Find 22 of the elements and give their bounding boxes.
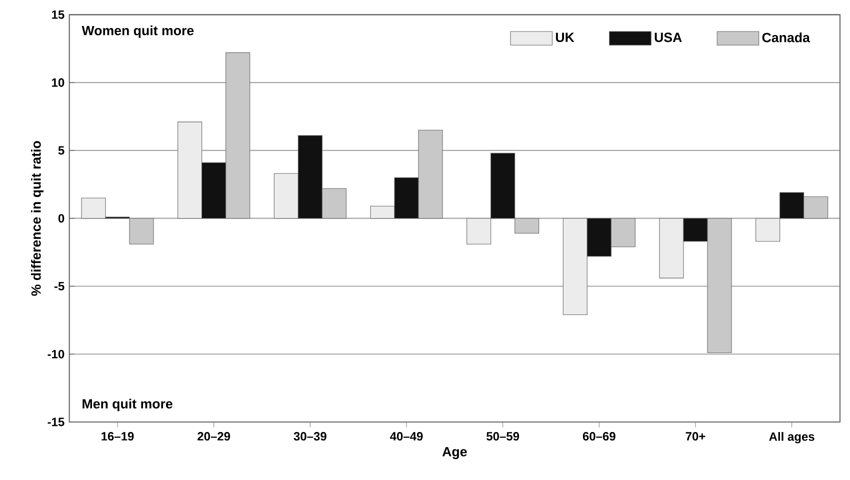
x-tick-label: 60–69 (582, 432, 616, 441)
x-tick-label: 70+ (686, 432, 706, 441)
y-tick-label: 0 (58, 214, 64, 223)
y-tick-label: -10 (48, 350, 64, 358)
x-tick-label: All ages (769, 432, 814, 444)
legend-label: Canada (762, 32, 810, 42)
y-axis-title: % difference in quit ratio (31, 141, 44, 296)
y-tick-label: -15 (48, 418, 64, 426)
x-tick-label: 16–19 (102, 432, 134, 441)
x-tick-label: 50–59 (486, 432, 520, 441)
y-tick-label: 10 (52, 78, 64, 87)
y-tick-label: 5 (58, 146, 64, 155)
x-axis-title: Age (442, 447, 467, 460)
y-tick-label: -5 (54, 282, 64, 290)
x-tick-label: 20–29 (198, 432, 230, 441)
x-tick-label: 40–49 (390, 432, 423, 441)
legend-label: UK (556, 32, 574, 42)
y-tick-label: 15 (52, 10, 64, 19)
x-tick-label: 30–39 (294, 432, 326, 441)
legend-label: USA (654, 32, 682, 42)
annotation: Women quit more (82, 25, 194, 38)
annotation: Men quit more (82, 398, 172, 412)
